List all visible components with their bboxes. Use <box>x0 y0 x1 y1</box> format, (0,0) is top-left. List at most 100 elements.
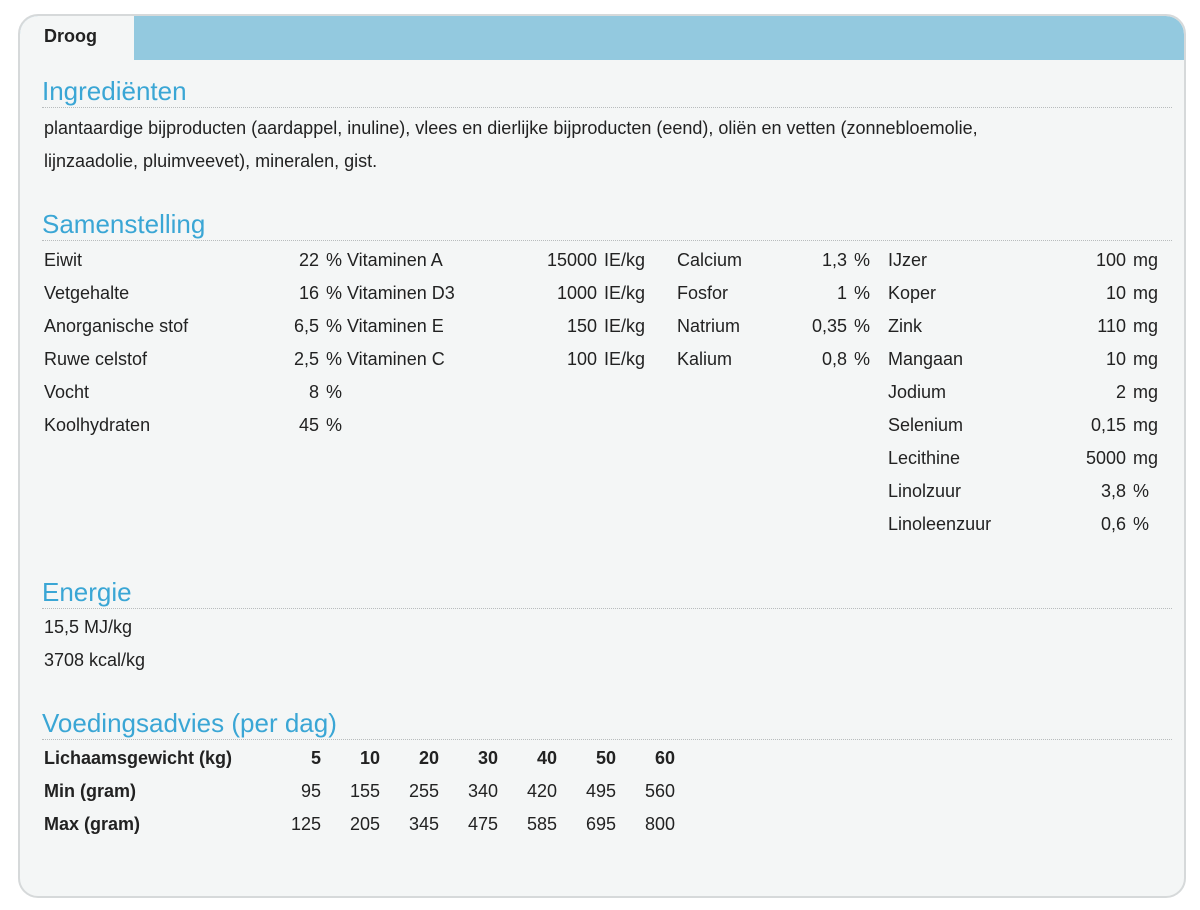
composition-group: IJzer 100 mg Koper 10 mg Zink 110 mg Mangaan 10 mg J… <box>888 244 1158 541</box>
energy-kcal: 3708 kcal/kg <box>44 650 146 670</box>
nutrient-value: 1,3 <box>821 250 847 270</box>
nutrient-label: Anorganische stof <box>44 316 189 336</box>
nutrient-label: Natrium <box>677 316 741 336</box>
feeding-cell: 475 <box>467 814 498 834</box>
feeding-row-label: Max (gram) <box>44 814 141 834</box>
feeding-cell: 5 <box>310 748 321 768</box>
nutrient-label: Zink <box>888 316 923 336</box>
composition-row: Natrium 0,35% <box>677 310 870 343</box>
feeding-heading: Voedingsadvies (per dag) <box>42 708 1172 740</box>
nutrient-label: Jodium <box>888 382 947 402</box>
feeding-cell: 585 <box>526 814 557 834</box>
feeding-cell: 125 <box>290 814 321 834</box>
nutrient-label: Koolhydraten <box>44 415 151 435</box>
composition-row: Ruwe celstof 2,5% <box>44 343 342 376</box>
composition-row: Koolhydraten 45% <box>44 409 342 442</box>
nutrient-unit: % <box>1133 514 1150 534</box>
composition-row: Calcium 1,3% <box>677 244 870 277</box>
nutrient-value: 0,15 <box>1090 415 1126 435</box>
nutrient-unit: % <box>326 349 343 369</box>
ingredients-line: plantaardige bijproducten (aardappel, in… <box>44 118 978 138</box>
feeding-cell: 30 <box>477 748 498 768</box>
nutrient-value: 1000 <box>556 283 597 303</box>
feeding-row: Max (gram) 125 205 345 475 585 695 800 <box>44 808 675 841</box>
nutrient-label: Linoleenzuur <box>888 514 992 534</box>
nutrient-value: 22 <box>298 250 319 270</box>
composition-row: Linoleenzuur 0,6% <box>888 508 1158 541</box>
nutrient-value: 15000 <box>546 250 597 270</box>
composition-row: Eiwit 22% <box>44 244 342 277</box>
composition-row: Lecithine 5000 mg <box>888 442 1158 475</box>
nutrient-label: Vocht <box>44 382 90 402</box>
nutrient-unit: mg <box>1133 283 1159 303</box>
feeding-row: Min (gram) 95 155 255 340 420 495 560 <box>44 775 675 808</box>
feeding-cell: 20 <box>418 748 439 768</box>
nutrient-unit: mg <box>1133 250 1159 270</box>
nutrient-label: Selenium <box>888 415 964 435</box>
nutrient-value: 5000 <box>1085 448 1126 468</box>
ingredients-heading: Ingrediënten <box>42 76 1172 108</box>
feeding-table: Lichaamsgewicht (kg) 5 10 20 30 40 50 60 Min (gr… <box>44 742 675 841</box>
nutrient-unit: % <box>326 316 343 336</box>
feeding-row-label: Min (gram) <box>44 781 136 801</box>
composition-row: Vitaminen C 100 IE/kg <box>347 343 645 376</box>
nutrient-label: Vitaminen C <box>347 349 445 369</box>
nutrient-value: 0,8 <box>821 349 847 369</box>
nutrient-value: 3,8 <box>1100 481 1126 501</box>
nutrient-value: 150 <box>566 316 597 336</box>
composition-row: Vitaminen A 15000 IE/kg <box>347 244 645 277</box>
composition-row: Linolzuur 3,8% <box>888 475 1158 508</box>
tab-droog[interactable]: Droog <box>20 16 134 60</box>
nutrient-unit: % <box>854 316 871 336</box>
feeding-cell: 420 <box>526 781 557 801</box>
nutrient-unit: % <box>326 382 343 402</box>
composition-row: Koper 10 mg <box>888 277 1158 310</box>
nutrient-value: 6,5 <box>293 316 319 336</box>
feeding-cell: 10 <box>359 748 380 768</box>
composition-row: Zink 110 mg <box>888 310 1158 343</box>
feeding-cell: 60 <box>654 748 675 768</box>
feeding-cell: 495 <box>585 781 616 801</box>
nutrient-label: Ruwe celstof <box>44 349 148 369</box>
composition-row: Vitaminen D3 1000 IE/kg <box>347 277 645 310</box>
nutrient-unit: mg <box>1133 316 1159 336</box>
composition-row: Vetgehalte 16% <box>44 277 342 310</box>
composition-group: Vitaminen A 15000 IE/kg Vitaminen D3 1000 IE/… <box>347 244 645 376</box>
nutrient-unit: mg <box>1133 382 1159 402</box>
composition-row: IJzer 100 mg <box>888 244 1158 277</box>
nutrient-unit: % <box>854 349 871 369</box>
nutrient-value: 16 <box>298 283 319 303</box>
nutrient-label: Vitaminen E <box>347 316 444 336</box>
nutrient-label: Calcium <box>677 250 743 270</box>
nutrient-label: Vetgehalte <box>44 283 130 303</box>
nutrient-value: 45 <box>298 415 319 435</box>
nutrient-unit: IE/kg <box>604 250 646 270</box>
feeding-cell: 340 <box>467 781 498 801</box>
feeding-cell: 40 <box>536 748 557 768</box>
nutrient-value: 110 <box>1097 316 1126 336</box>
nutrient-label: Lecithine <box>888 448 961 468</box>
nutrient-value: 1 <box>836 283 847 303</box>
tab-bar <box>20 16 1184 60</box>
feeding-cell: 50 <box>595 748 616 768</box>
composition-row: Selenium 0,15 mg <box>888 409 1158 442</box>
composition-row: Mangaan 10 mg <box>888 343 1158 376</box>
composition-row: Vitaminen E 150 IE/kg <box>347 310 645 343</box>
nutrient-value: 2 <box>1115 382 1126 402</box>
product-panel: Droog <box>18 14 1186 898</box>
nutrient-unit: % <box>326 415 343 435</box>
energy-text: 15,5 MJ/kg 3708 kcal/kg <box>44 611 145 677</box>
feeding-row: Lichaamsgewicht (kg) 5 10 20 30 40 50 60 <box>44 742 675 775</box>
nutrient-label: Eiwit <box>44 250 83 270</box>
nutrient-label: Linolzuur <box>888 481 962 501</box>
nutrient-value: 100 <box>1095 250 1126 270</box>
nutrient-label: Vitaminen D3 <box>347 283 455 303</box>
composition-row: Vocht 8% <box>44 376 342 409</box>
composition-group: Eiwit 22% Vetgehalte 16% Anorganische stof 6,… <box>44 244 342 442</box>
nutrient-unit: % <box>326 250 343 270</box>
feeding-row-label: Lichaamsgewicht (kg) <box>44 748 233 768</box>
nutrient-label: Fosfor <box>677 283 729 303</box>
nutrient-label: Kalium <box>677 349 733 369</box>
feeding-cell: 205 <box>349 814 380 834</box>
energy-mj: 15,5 MJ/kg <box>44 617 133 637</box>
